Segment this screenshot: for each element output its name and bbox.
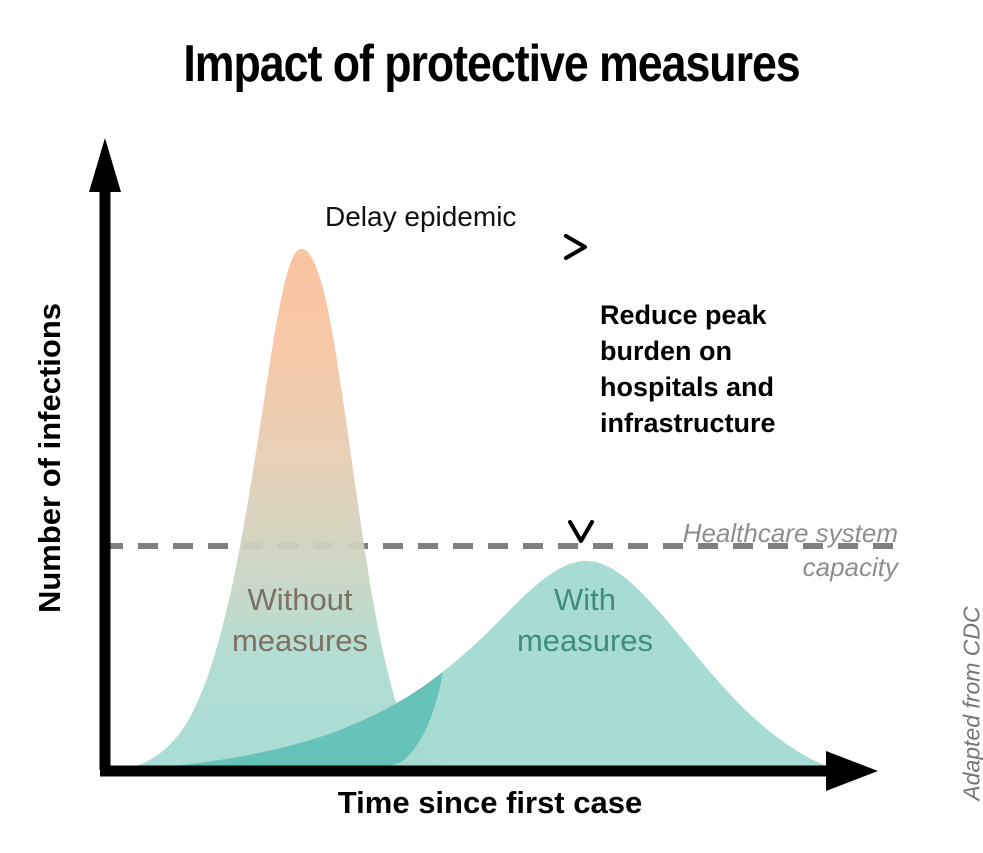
capacity-threshold-label: Healthcare system capacity	[520, 516, 898, 585]
capacity-label-line-1: Healthcare system	[682, 518, 898, 548]
capacity-label-line-2: capacity	[802, 552, 898, 583]
reduce-burden-line-4: infrastructure	[600, 407, 776, 438]
reduce-burden-line-2: burden on	[600, 335, 732, 366]
page-title: Impact of protective measures	[183, 35, 800, 93]
without-measures-label: Without measures	[205, 580, 395, 662]
reduce-burden-line-1: Reduce peak	[600, 300, 767, 330]
reduce-burden-arrowhead	[568, 520, 594, 543]
delay-epidemic-arrowhead	[564, 234, 587, 260]
y-axis-arrowhead	[89, 138, 121, 192]
without-measures-line-2: measures	[231, 622, 369, 658]
x-axis-title: Time since first case	[337, 785, 643, 820]
source-attribution: Adapted from CDC	[958, 606, 983, 801]
delay-epidemic-label: Delay epidemic	[325, 201, 517, 232]
y-axis-title: Number of infections	[32, 303, 67, 614]
curve-overlap-region	[118, 672, 443, 772]
with-measures-area	[110, 560, 840, 771]
without-measures-area	[112, 248, 505, 771]
without-measures-line-1: Without	[247, 582, 353, 617]
reduce-burden-label: Reduce peak burden on hospitals and infr…	[600, 298, 830, 442]
with-measures-line-2: measures	[516, 622, 654, 658]
with-measures-label: With measures	[490, 580, 680, 662]
with-measures-line-1: With	[554, 582, 616, 617]
reduce-burden-line-3: hospitals and	[600, 371, 775, 402]
x-axis-arrowhead	[826, 751, 878, 791]
